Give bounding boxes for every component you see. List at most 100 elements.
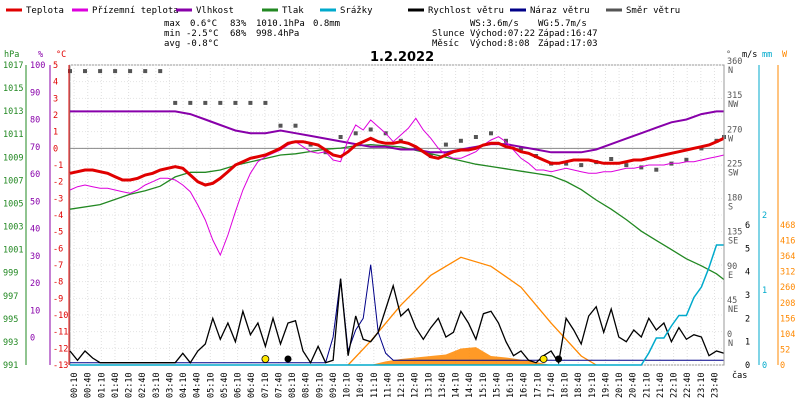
wind-direction-point — [473, 135, 478, 139]
x-tick-label: 07:10 — [261, 372, 271, 398]
x-tick-label: 01:10 — [97, 372, 107, 398]
direction-tick-label: E — [728, 271, 733, 281]
stat-moon-set: Západ:17:03 — [538, 39, 598, 49]
x-tick-label: 12:10 — [397, 372, 407, 398]
x-tick-label: 04:10 — [179, 372, 189, 398]
x-tick-label: 07:40 — [275, 372, 285, 398]
wind-direction-point — [338, 135, 343, 139]
right-axis-units: ° m/s mm W — [726, 50, 788, 60]
wind-direction-point — [624, 163, 629, 168]
pressure-tick-label: 1009 — [3, 153, 23, 163]
x-tick-label: 00:10 — [70, 372, 80, 398]
temp-tick-label: 1 — [53, 128, 58, 138]
wind-direction-point — [203, 100, 208, 105]
wind-direction-point — [83, 69, 87, 74]
x-tick-label: 01:40 — [111, 372, 121, 398]
x-tick-label: 20:10 — [615, 372, 625, 398]
rain-tick-label: 2 — [762, 211, 767, 221]
wind-direction-point — [113, 69, 118, 74]
axes-group: 1017101510131011100910071005100310019999… — [3, 57, 795, 398]
legend-label: Rychlost větru — [428, 6, 504, 16]
wind-direction-point — [353, 131, 358, 136]
stat-moon-label: Měsíc — [432, 39, 459, 49]
x-tick-label: 16:40 — [520, 372, 530, 398]
temp-tick-label: -12 — [53, 344, 68, 354]
x-tick-label: 15:10 — [479, 372, 489, 398]
x-tick-label: 20:40 — [629, 372, 639, 398]
solar-tick-label: 312 — [780, 268, 795, 278]
legend-label: Směr větru — [626, 6, 680, 16]
x-tick-label: 03:40 — [166, 372, 176, 398]
direction-tick-degree: 360 — [727, 57, 742, 67]
stat-ws: WS:3.6m/s — [470, 19, 519, 29]
direction-tick-degree: 90 — [727, 262, 737, 272]
pressure-tick-label: 1003 — [3, 223, 23, 233]
plot-area — [68, 64, 726, 366]
wind-direction-point — [248, 100, 253, 105]
direction-tick-degree: 225 — [727, 159, 742, 169]
temp-tick-label: -5 — [53, 228, 63, 238]
stat-moon-rise: Východ:8:08 — [470, 39, 530, 49]
temp-tick-label: -7 — [53, 261, 63, 271]
wind-direction-point — [263, 100, 268, 105]
wind-direction-point — [293, 123, 298, 128]
x-tick-label: 10:10 — [343, 372, 353, 398]
x-tick-label: 19:10 — [588, 372, 598, 398]
x-tick-label: 11:10 — [370, 372, 380, 398]
wind-tick-label: 5 — [745, 244, 750, 254]
temp-tick-label: -13 — [53, 361, 68, 371]
direction-tick-label: NE — [728, 305, 738, 315]
x-tick-label: 02:40 — [138, 372, 148, 398]
x-tick-label: 06:40 — [247, 372, 257, 398]
wind-tick-label: 4 — [745, 268, 750, 278]
legend-label: Vlhkost — [196, 6, 234, 16]
stat-max-press: 1010.1hPa — [256, 19, 305, 29]
chart-title: 1.2.2022 — [370, 50, 434, 65]
unit-w: W — [782, 50, 788, 60]
x-tick-label: 09:10 — [315, 372, 325, 398]
pressure-tick-label: 1005 — [3, 200, 23, 210]
temp-tick-label: -2 — [53, 178, 63, 188]
wind-direction-point — [278, 123, 283, 128]
wind-gust-line — [70, 264, 724, 364]
stat-avg-label: avg — [164, 39, 180, 49]
wind-direction-point — [684, 157, 689, 162]
rain-tick-label: 1 — [762, 286, 767, 296]
temp-tick-label: -10 — [53, 311, 68, 321]
wind-direction-point — [699, 146, 704, 151]
x-tick-label: 21:40 — [656, 372, 666, 398]
unit-celsius: °C — [56, 50, 66, 60]
temp-tick-label: 0 — [53, 144, 58, 154]
solar-tick-label: 260 — [780, 283, 795, 293]
wind-direction-point — [579, 163, 584, 168]
x-tick-label: 12:40 — [411, 372, 421, 398]
wind-direction-point — [233, 100, 238, 105]
wind-direction-point — [368, 127, 373, 132]
wind-direction-point — [443, 142, 448, 147]
temp-tick-label: 4 — [53, 78, 58, 88]
x-tick-label: 17:10 — [533, 372, 543, 398]
pressure-tick-label: 993 — [3, 338, 18, 348]
wind-direction-point — [188, 100, 193, 105]
wind-direction-point — [68, 69, 72, 74]
x-tick-label: 14:10 — [452, 372, 462, 398]
pressure-tick-label: 1007 — [3, 176, 23, 186]
temp-tick-label: 3 — [53, 94, 58, 104]
stat-min-label: min — [164, 29, 180, 39]
sunset-marker — [539, 355, 548, 363]
x-tick-label: 03:10 — [152, 372, 162, 398]
unit-mm: mm — [762, 50, 772, 60]
x-tick-label: 22:40 — [683, 372, 693, 398]
x-tick-label: 05:10 — [206, 372, 216, 398]
wind-direction-point — [504, 138, 508, 143]
moonset-marker — [555, 355, 563, 363]
temp-tick-label: 5 — [53, 61, 58, 71]
x-tick-label: 23:40 — [711, 372, 721, 398]
humidity-tick-label: 80 — [30, 116, 40, 126]
solar-tick-label: 0 — [780, 361, 785, 371]
moonrise-marker — [284, 355, 292, 363]
stats-block: max 0.6°C 83% 1010.1hPa 0.8mm min -2.5°C… — [164, 19, 598, 49]
x-tick-label: 18:40 — [574, 372, 584, 398]
humidity-tick-label: 60 — [30, 170, 40, 180]
x-tick-label: 15:40 — [493, 372, 503, 398]
